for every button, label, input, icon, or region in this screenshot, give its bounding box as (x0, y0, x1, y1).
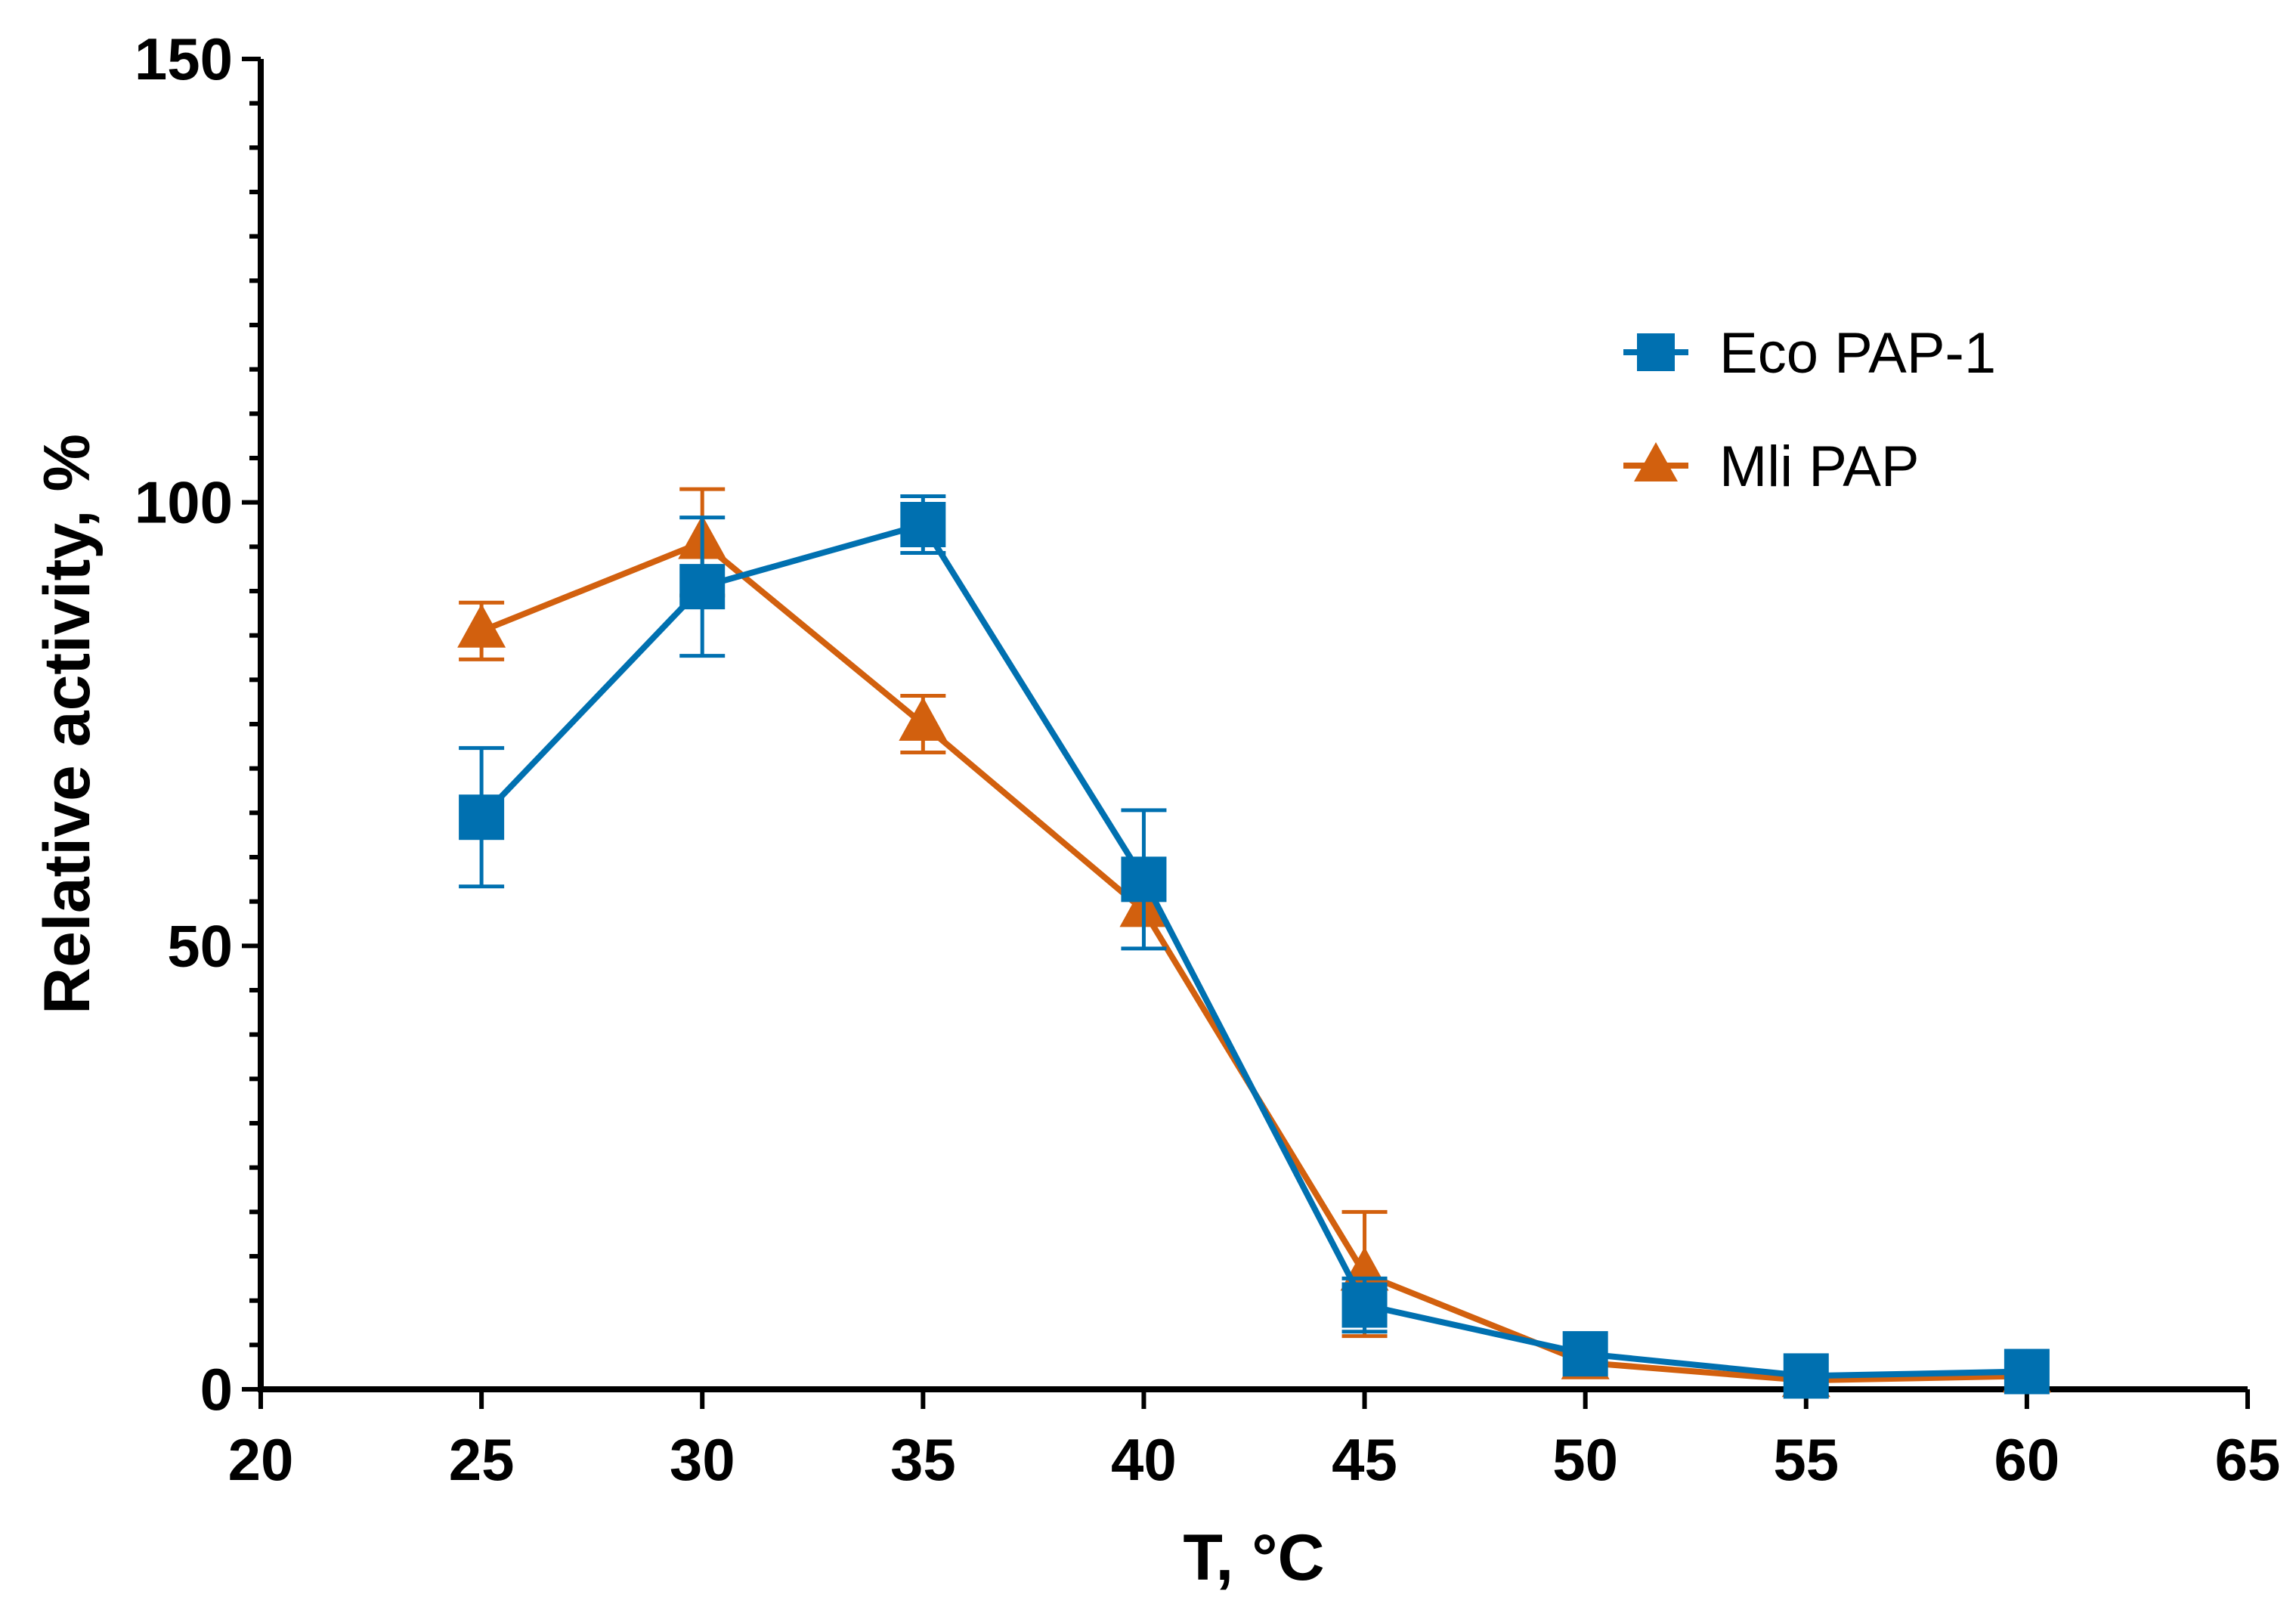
x-axis-title: T, °C (1183, 1522, 1324, 1594)
y-tick-label: 0 (200, 1356, 233, 1423)
legend-marker-square (1637, 333, 1675, 371)
y-tick-label: 100 (135, 469, 233, 536)
x-tick-label: 50 (1552, 1426, 1618, 1493)
data-point-triangle (899, 697, 948, 741)
legend-label-mli-pap: Mli PAP (1719, 435, 1920, 499)
series-eco-pap-1 (459, 494, 2050, 1399)
y-tick-label: 50 (167, 912, 233, 979)
legend-entry-mli-pap: Mli PAP (1623, 435, 1920, 499)
x-tick-label: 65 (2215, 1426, 2281, 1493)
legend-entry-eco-pap-1: Eco PAP-1 (1623, 321, 1996, 385)
data-point-square (1783, 1353, 1829, 1399)
x-tick-label: 60 (1994, 1426, 2060, 1493)
data-point-square (459, 794, 505, 841)
data-point-square (1121, 856, 1167, 903)
data-point-square (1562, 1331, 1608, 1377)
axes: 0 50 100 150 20 25 30 35 40 45 50 55 60 65 (135, 26, 2281, 1493)
x-tick-label: 20 (228, 1426, 294, 1493)
x-tick-label: 45 (1332, 1426, 1397, 1493)
series-line (480, 539, 2027, 1384)
y-ticks: 0 50 100 150 (135, 26, 261, 1423)
data-point-square (1341, 1282, 1388, 1328)
data-point-square (679, 564, 726, 610)
data-point-square (2004, 1348, 2050, 1395)
y-tick-label: 150 (135, 26, 233, 92)
x-tick-label: 30 (670, 1426, 735, 1493)
plot-series (457, 487, 2051, 1399)
series-mli-pap (457, 487, 2051, 1398)
x-tick-label: 35 (890, 1426, 956, 1493)
x-tick-label: 40 (1111, 1426, 1177, 1493)
x-tick-label: 25 (449, 1426, 515, 1493)
legend-label-eco-pap-1: Eco PAP-1 (1719, 321, 1996, 385)
legend-marker-triangle (1634, 442, 1678, 481)
legend: Eco PAP-1 Mli PAP (1623, 321, 1996, 499)
data-point-square (900, 502, 946, 547)
x-ticks: 20 25 30 35 40 45 50 55 60 65 (228, 1389, 2281, 1493)
y-axis-title: Relative activity, % (31, 434, 104, 1014)
x-tick-label: 55 (1773, 1426, 1839, 1493)
data-point-triangle (457, 603, 506, 648)
series-line (479, 522, 2027, 1379)
